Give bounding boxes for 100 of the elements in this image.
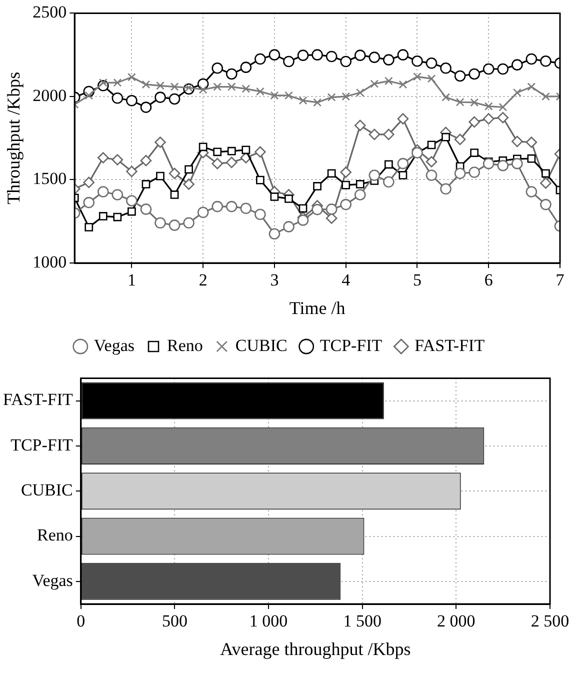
point — [454, 168, 466, 180]
point — [354, 189, 366, 200]
point — [284, 91, 293, 100]
point — [397, 49, 409, 60]
point — [254, 146, 266, 158]
legend-label: CUBIC — [235, 336, 288, 355]
point — [170, 190, 179, 199]
point — [98, 152, 109, 164]
point — [482, 63, 494, 75]
point — [440, 62, 452, 74]
point — [83, 196, 95, 208]
point — [482, 158, 494, 170]
point — [226, 156, 238, 168]
point — [98, 78, 108, 87]
point — [512, 158, 523, 170]
x-tick-label: 0 — [76, 612, 86, 631]
point — [128, 207, 136, 216]
point — [184, 83, 193, 92]
point — [468, 116, 480, 128]
point — [154, 92, 166, 103]
point — [313, 98, 322, 107]
x-tick-label: 6 — [484, 270, 493, 290]
point — [498, 102, 508, 112]
point — [284, 194, 293, 203]
y-tick-label: FAST-FIT — [2, 390, 74, 410]
point — [268, 228, 280, 240]
point — [256, 176, 264, 184]
point — [156, 172, 164, 180]
point — [398, 171, 408, 180]
point — [183, 217, 194, 229]
point — [156, 81, 164, 90]
point — [340, 198, 352, 210]
point — [542, 92, 550, 101]
point — [512, 88, 522, 97]
point — [226, 68, 238, 80]
point — [368, 128, 380, 140]
x-tick-label: 500 — [162, 612, 188, 631]
x-tick-label: 4 — [342, 270, 351, 290]
point — [426, 58, 438, 69]
x-tick-label: 5 — [412, 270, 422, 290]
point — [270, 91, 279, 100]
point — [142, 180, 150, 188]
point — [198, 85, 208, 94]
point — [112, 92, 124, 104]
y-tick-label: TCP-FIT — [10, 435, 74, 454]
point — [84, 91, 94, 100]
x-tick-label: 7 — [556, 270, 565, 290]
point — [512, 136, 523, 148]
point — [526, 53, 538, 65]
point — [456, 98, 464, 106]
point — [98, 212, 108, 220]
x-tick-label: 1 — [127, 270, 136, 290]
point — [168, 93, 180, 105]
point — [313, 182, 322, 190]
point — [126, 94, 138, 106]
point — [454, 134, 466, 146]
point — [113, 78, 122, 87]
point — [268, 49, 280, 60]
x-axis-title: Average throughput /Kbps — [220, 638, 411, 659]
point — [383, 54, 394, 66]
point — [213, 82, 222, 91]
point — [212, 158, 224, 170]
legend-label: Reno — [167, 336, 203, 355]
point — [298, 204, 308, 213]
legend-label: FAST-FIT — [414, 336, 486, 355]
y-axis-title: Throughput /Kbps — [4, 72, 24, 204]
point — [170, 82, 179, 91]
point — [227, 146, 236, 156]
y-tick-label: CUBIC — [20, 480, 73, 500]
x-tick-label: 3 — [270, 270, 279, 290]
point — [442, 132, 450, 142]
point — [326, 50, 338, 62]
point — [254, 208, 266, 220]
point — [213, 148, 222, 156]
point — [140, 102, 152, 113]
point — [197, 206, 209, 218]
point — [440, 183, 452, 195]
point — [327, 93, 336, 102]
point — [413, 72, 422, 81]
point — [442, 93, 450, 102]
point — [482, 113, 494, 124]
y-tick-label: 1500 — [32, 169, 67, 188]
point — [242, 84, 250, 93]
point — [327, 169, 336, 178]
point — [326, 204, 338, 215]
point — [426, 156, 438, 168]
point — [168, 168, 180, 180]
point — [368, 170, 380, 181]
point — [468, 166, 480, 178]
point — [242, 146, 250, 154]
y-tick-label: 2000 — [32, 86, 67, 105]
point — [184, 165, 193, 174]
y-tick-label: 1000 — [32, 252, 67, 272]
point — [540, 56, 552, 67]
point — [383, 128, 394, 140]
point — [527, 154, 536, 163]
point — [342, 92, 350, 101]
x-axis-title: Time /h — [289, 298, 346, 318]
point — [283, 221, 294, 232]
point — [168, 220, 180, 231]
